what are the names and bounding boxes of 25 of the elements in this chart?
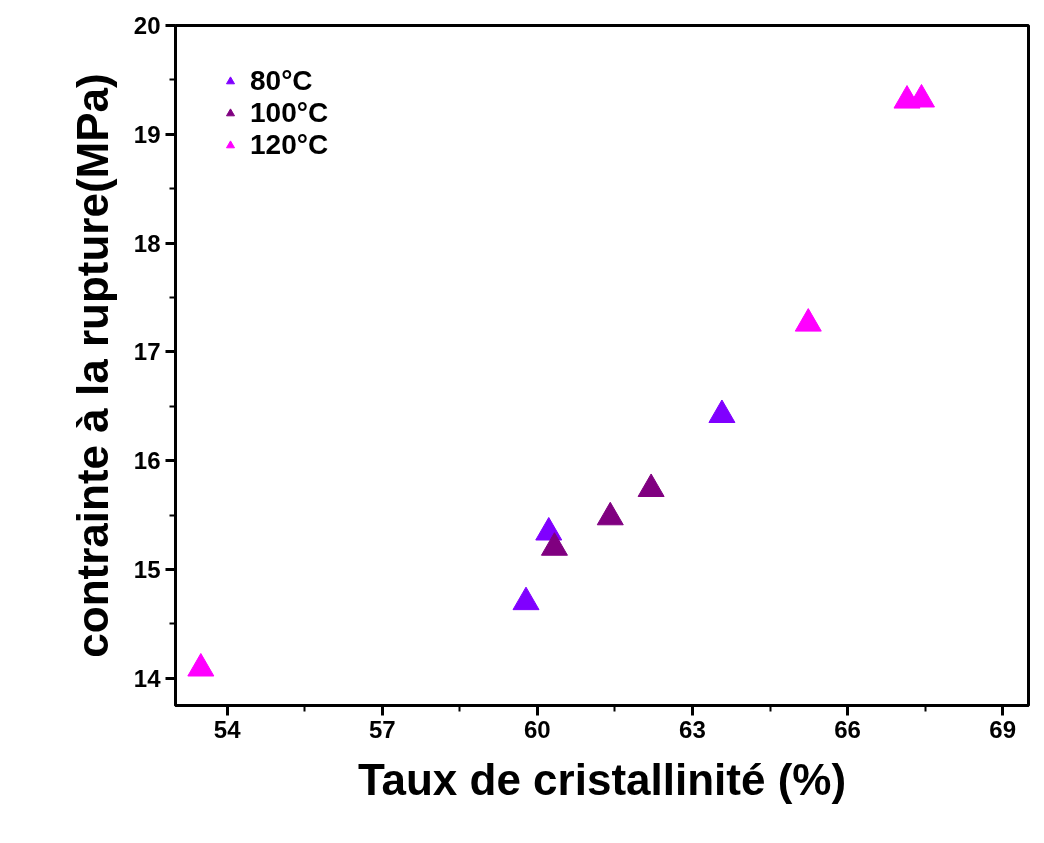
point	[187, 653, 215, 677]
x-tick-label: 69	[989, 715, 1017, 743]
y-tick-label: 19	[133, 120, 161, 148]
x-tick-label: 57	[368, 715, 396, 743]
y-axis-title: contrainte à la rupture(MPa)	[67, 73, 117, 658]
y-tick-label: 20	[133, 12, 161, 39]
x-tick-label: 54	[213, 715, 242, 743]
point	[512, 586, 540, 611]
point	[637, 473, 665, 497]
y-tick-label: 16	[133, 447, 161, 475]
point	[708, 399, 736, 424]
y-tick-label: 15	[133, 556, 161, 583]
x-tick-label: 60	[524, 715, 551, 743]
y-tick-label: 17	[133, 338, 161, 366]
legend-label: 100°C	[250, 97, 329, 129]
legend-label: 120°C	[250, 129, 329, 161]
point	[794, 308, 822, 332]
y-tick-label: 18	[133, 229, 161, 257]
point	[596, 501, 624, 526]
y-tick-label: 14	[133, 664, 162, 692]
x-tick-label: 66	[834, 715, 861, 743]
x-tick-label: 63	[679, 715, 706, 743]
point	[540, 532, 568, 556]
x-axis-title: Taux de cristallinité (%)	[357, 754, 847, 804]
legend-label: 80°C	[250, 65, 313, 97]
